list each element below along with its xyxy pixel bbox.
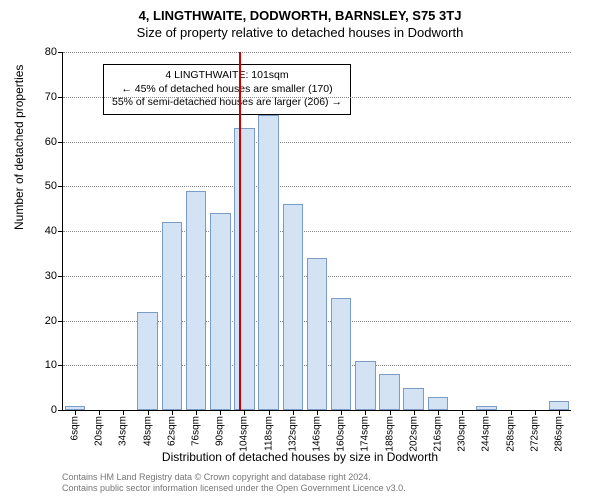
x-tick-label: 90sqm: [215, 416, 226, 446]
x-tick-mark: [244, 410, 245, 415]
title-sub: Size of property relative to detached ho…: [0, 23, 600, 40]
x-tick-label: 244sqm: [481, 416, 492, 452]
x-tick-mark: [99, 410, 100, 415]
y-tick-mark: [58, 97, 63, 98]
x-tick-mark: [317, 410, 318, 415]
x-tick-mark: [269, 410, 270, 415]
x-tick-label: 34sqm: [118, 416, 129, 446]
x-tick-label: 48sqm: [142, 416, 153, 446]
x-tick-label: 132sqm: [287, 416, 298, 452]
gridline: [63, 231, 571, 232]
y-tick-mark: [58, 142, 63, 143]
y-axis-label: Number of detached properties: [12, 65, 26, 230]
y-tick-label: 10: [45, 359, 57, 371]
title-main: 4, LINGTHWAITE, DODWORTH, BARNSLEY, S75 …: [0, 0, 600, 23]
gridline: [63, 186, 571, 187]
x-tick-mark: [220, 410, 221, 415]
x-tick-mark: [196, 410, 197, 415]
gridline: [63, 52, 571, 53]
x-axis-label: Distribution of detached houses by size …: [0, 450, 600, 464]
x-tick-label: 6sqm: [70, 416, 81, 440]
x-tick-label: 230sqm: [457, 416, 468, 452]
histogram-bar: [186, 191, 207, 410]
x-tick-mark: [438, 410, 439, 415]
x-tick-label: 258sqm: [505, 416, 516, 452]
x-tick-label: 188sqm: [384, 416, 395, 452]
chart-plot-area: 4 LINGTHWAITE: 101sqm ← 45% of detached …: [62, 52, 571, 411]
x-tick-mark: [486, 410, 487, 415]
x-tick-mark: [559, 410, 560, 415]
y-tick-mark: [58, 410, 63, 411]
x-tick-label: 160sqm: [336, 416, 347, 452]
x-tick-mark: [414, 410, 415, 415]
y-tick-label: 50: [45, 180, 57, 192]
y-tick-mark: [58, 276, 63, 277]
chart-container: 4, LINGTHWAITE, DODWORTH, BARNSLEY, S75 …: [0, 0, 600, 500]
footnote-line2: Contains public sector information licen…: [62, 483, 406, 494]
histogram-bar: [234, 128, 255, 410]
y-tick-label: 60: [45, 136, 57, 148]
y-tick-label: 40: [45, 225, 57, 237]
x-tick-label: 272sqm: [529, 416, 540, 452]
infobox-line2: ← 45% of detached houses are smaller (17…: [112, 83, 342, 97]
x-tick-mark: [535, 410, 536, 415]
x-tick-label: 174sqm: [360, 416, 371, 452]
x-tick-label: 62sqm: [166, 416, 177, 446]
histogram-bar: [355, 361, 376, 410]
gridline: [63, 97, 571, 98]
infobox-line1: 4 LINGTHWAITE: 101sqm: [112, 69, 342, 83]
histogram-bar: [210, 213, 231, 410]
x-tick-label: 104sqm: [239, 416, 250, 452]
x-tick-label: 286sqm: [553, 416, 564, 452]
histogram-bar: [258, 115, 279, 410]
x-tick-mark: [511, 410, 512, 415]
histogram-bar: [549, 401, 570, 410]
y-tick-label: 30: [45, 270, 57, 282]
y-tick-label: 20: [45, 315, 57, 327]
reference-infobox: 4 LINGTHWAITE: 101sqm ← 45% of detached …: [103, 64, 351, 115]
x-tick-label: 202sqm: [408, 416, 419, 452]
x-tick-label: 76sqm: [191, 416, 202, 446]
footnote-line1: Contains HM Land Registry data © Crown c…: [62, 472, 406, 483]
x-tick-mark: [365, 410, 366, 415]
histogram-bar: [307, 258, 328, 410]
x-tick-mark: [75, 410, 76, 415]
reference-line: [239, 52, 241, 410]
x-tick-mark: [341, 410, 342, 415]
gridline: [63, 142, 571, 143]
y-tick-label: 80: [45, 46, 57, 58]
x-tick-mark: [293, 410, 294, 415]
y-tick-mark: [58, 186, 63, 187]
y-tick-label: 0: [51, 404, 57, 416]
histogram-bar: [379, 374, 400, 410]
x-tick-label: 118sqm: [263, 416, 274, 451]
y-tick-mark: [58, 365, 63, 366]
y-tick-mark: [58, 52, 63, 53]
x-tick-mark: [172, 410, 173, 415]
y-tick-mark: [58, 231, 63, 232]
footnote: Contains HM Land Registry data © Crown c…: [62, 472, 406, 494]
histogram-bar: [162, 222, 183, 410]
x-tick-mark: [123, 410, 124, 415]
y-tick-label: 70: [45, 91, 57, 103]
x-tick-label: 20sqm: [94, 416, 105, 446]
histogram-bar: [137, 312, 158, 410]
infobox-line3: 55% of semi-detached houses are larger (…: [112, 96, 342, 110]
y-tick-mark: [58, 321, 63, 322]
x-tick-label: 146sqm: [312, 416, 323, 452]
histogram-bar: [331, 298, 352, 410]
x-tick-mark: [390, 410, 391, 415]
histogram-bar: [283, 204, 304, 410]
x-tick-mark: [462, 410, 463, 415]
x-tick-label: 216sqm: [432, 416, 443, 452]
x-tick-mark: [148, 410, 149, 415]
histogram-bar: [428, 397, 449, 410]
histogram-bar: [403, 388, 424, 410]
